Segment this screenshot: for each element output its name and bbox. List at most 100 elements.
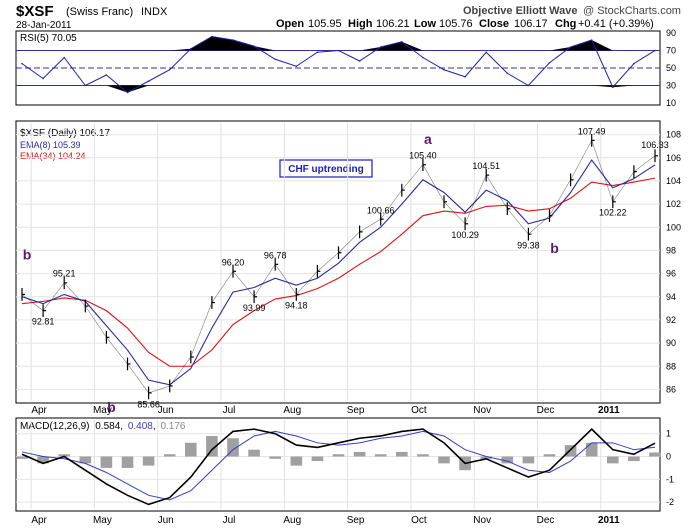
- price-annotation: 92.81: [32, 317, 55, 327]
- macd-x-tick-label: Aug: [283, 515, 301, 526]
- axis-layer: Apr Apr May May Jun Jun Jul Jul Aug Aug Sep Sep Oct O…: [31, 405, 620, 526]
- rsi-point: [590, 39, 593, 41]
- rsi-point: [485, 51, 488, 54]
- macd-histogram-bar: [248, 449, 260, 457]
- rsi-tick-label: 90: [666, 28, 676, 38]
- price-annotation: 93.99: [243, 303, 266, 313]
- rsi-point: [168, 68, 171, 71]
- ema8-legend: EMA(8) 105.39: [20, 140, 81, 150]
- open-label: Open: [276, 18, 304, 30]
- rsi-point: [548, 61, 551, 64]
- macd-histogram-bar: [163, 454, 176, 457]
- price-annotation: 106.33: [641, 140, 669, 150]
- macd-layer: -2 -1 0 1: [16, 420, 674, 509]
- rsi-point: [211, 35, 213, 38]
- price-tick-label: 94: [666, 292, 676, 302]
- macd-legend-prefix: MACD(12,26,9): [20, 421, 89, 432]
- macd-histogram-bar: [585, 442, 598, 457]
- price-tick-label: 88: [666, 361, 676, 371]
- macd-histogram-bar: [395, 451, 408, 457]
- macd-x-tick-label: Jul: [223, 515, 236, 526]
- price-x-tick-label: May: [93, 405, 112, 416]
- macd-histogram-bar: [227, 438, 239, 457]
- macd-tick-label: 1: [666, 429, 671, 439]
- low-value: 105.76: [439, 18, 473, 30]
- rsi-legend: RSI(5) 70.05: [20, 33, 77, 44]
- rsi-point: [633, 62, 635, 65]
- high-value: 106.21: [376, 18, 410, 30]
- price-x-tick-label: Jun: [158, 405, 174, 416]
- rsi-point: [126, 91, 129, 94]
- rsi-point: [337, 49, 340, 52]
- price-annotation: 94.18: [285, 301, 308, 311]
- rsi-point: [295, 65, 298, 68]
- price-annotation: 104.51: [472, 161, 500, 171]
- quote-line: Open 105.95 High 106.21 Low 105.76 Close…: [276, 18, 654, 30]
- price-x-tick-label: 2011: [598, 405, 620, 416]
- open-value: 105.95: [308, 18, 342, 30]
- macd-legend-macd: 0.584: [95, 421, 120, 432]
- price-x-tick-label: Nov: [473, 405, 491, 416]
- rsi-layer: 10 30 50 70 90: [16, 28, 676, 108]
- price-layer: 86 88 90 92 94 96 98 100 102 104 106 108 95.21 92.81 8…: [16, 123, 681, 415]
- macd-histogram-bar: [290, 456, 303, 466]
- price-annotation: 85.66: [137, 399, 160, 409]
- rsi-point: [316, 51, 319, 54]
- price-tick-label: 108: [666, 130, 681, 140]
- macd-x-tick-label: Oct: [411, 515, 427, 526]
- rsi-point: [21, 62, 23, 65]
- macd-histogram-bar: [417, 454, 429, 457]
- rsi-point: [506, 72, 509, 75]
- rsi-point: [654, 49, 656, 52]
- price-x-tick-label: Apr: [31, 405, 47, 416]
- macd-legend-sep1: ,: [120, 421, 123, 432]
- macd-legend-signal: 0.408: [128, 421, 153, 432]
- price-x-tick-label: Sep: [347, 405, 365, 416]
- low-label: Low: [414, 18, 436, 30]
- macd-histogram-bar: [628, 456, 640, 462]
- macd-tick-label: 0: [666, 452, 671, 462]
- rsi-point: [105, 74, 108, 76]
- close-value: 106.17: [514, 18, 548, 30]
- price-tick-label: 106: [666, 153, 681, 163]
- macd-tick-label: -2: [666, 497, 674, 507]
- macd-x-tick-label: May: [93, 515, 112, 526]
- rsi-point: [464, 75, 466, 78]
- macd-histogram-bar: [543, 454, 556, 457]
- rsi-point: [569, 46, 572, 48]
- symbol-name: (Swiss Franc): [66, 6, 133, 18]
- ema34-legend: EMA(34) 104.24: [20, 151, 86, 161]
- rsi-point: [422, 56, 424, 59]
- chart-date: 28-Jan-2011: [16, 20, 72, 31]
- macd-x-tick-label: Jun: [158, 515, 174, 526]
- symbol-exchange: INDX: [141, 6, 168, 18]
- price-tick-label: 100: [666, 222, 681, 232]
- rsi-point: [147, 80, 150, 82]
- macd-legend: MACD(12,26,9) 0.584, 0.408, 0.176: [20, 421, 186, 432]
- rsi-point: [379, 46, 382, 48]
- price-tick-label: 90: [666, 338, 676, 348]
- rsi-tick-label: 50: [666, 63, 676, 73]
- macd-histogram-bar: [100, 456, 113, 468]
- macd-histogram-bar: [16, 456, 28, 459]
- rsi-point: [612, 86, 614, 89]
- macd-histogram-bar: [311, 456, 324, 462]
- macd-histogram-bar: [58, 454, 71, 457]
- macd-histogram-bar: [206, 435, 218, 457]
- price-annotation: 105.40: [409, 151, 437, 161]
- wave-label: b: [107, 399, 116, 415]
- macd-legend-hist: 0.176: [160, 421, 185, 432]
- macd-line: [21, 428, 656, 506]
- price-tick-label: 102: [666, 199, 681, 209]
- price-annotation: 100.29: [451, 230, 479, 240]
- close-label: Close: [479, 18, 509, 30]
- rsi-tick-label: 70: [666, 46, 676, 56]
- price-tick-label: 86: [666, 384, 676, 394]
- high-label: High: [348, 18, 373, 30]
- price-annotation: 100.66: [367, 206, 395, 216]
- chg-value: +0.41 (+0.39%): [578, 18, 654, 30]
- price-annotation: 102.22: [599, 208, 627, 218]
- macd-histogram-bar: [649, 452, 661, 457]
- macd-x-tick-label: Nov: [473, 515, 491, 526]
- price-tick-label: 92: [666, 315, 676, 325]
